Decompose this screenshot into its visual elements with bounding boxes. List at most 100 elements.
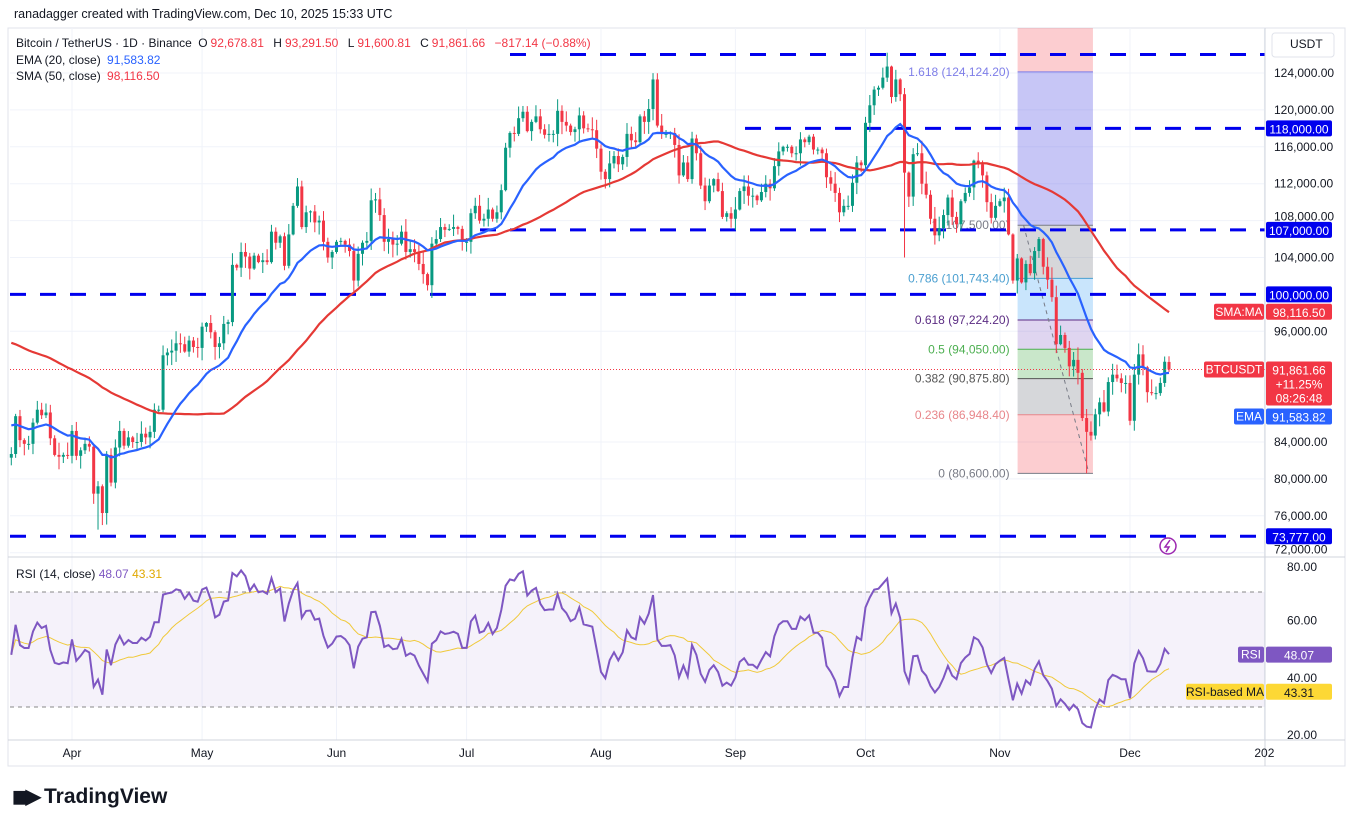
chart-credit: ranadagger created with TradingView.com,…: [14, 7, 393, 21]
rsi-ma-value-label-text: 43.31: [1284, 686, 1314, 700]
candle-body: [96, 486, 100, 494]
ema-legend-row[interactable]: EMA (20, close) 91,583.82: [16, 52, 594, 69]
horizontal-lines[interactable]: [10, 53, 1265, 538]
candle: [655, 73, 659, 128]
candle-body: [1080, 372, 1084, 419]
candle: [920, 140, 924, 195]
candle: [833, 172, 837, 202]
candle: [811, 133, 815, 155]
fib-level-label: 0 (80,600.00): [938, 466, 1009, 480]
candle-body: [842, 205, 846, 213]
candle-body: [14, 416, 18, 454]
candle-body: [478, 205, 482, 221]
candle-body: [525, 111, 529, 132]
candle: [321, 211, 325, 251]
candle-body: [655, 79, 659, 126]
candle-body: [1054, 297, 1058, 345]
rsi-ma-value-label: 43.31: [1266, 683, 1332, 700]
candle-body: [105, 454, 109, 514]
candle-body: [460, 228, 464, 242]
candle-body: [603, 171, 607, 180]
candle-body: [950, 197, 954, 217]
candle-body: [846, 205, 850, 207]
candle: [365, 232, 369, 250]
candle-body: [790, 146, 794, 154]
candle: [890, 65, 894, 104]
candle: [144, 427, 148, 445]
candle: [824, 148, 828, 188]
candle: [798, 132, 802, 166]
candle: [478, 194, 482, 224]
sma-line[interactable]: [10, 140, 1170, 416]
candle: [1093, 408, 1097, 440]
fib-level-label: 0.618 (97,224.20): [915, 313, 1010, 327]
candle-body: [439, 227, 443, 240]
candle-body: [417, 251, 421, 264]
candle: [317, 215, 321, 235]
price-tick-label: 80,000.00: [1274, 472, 1328, 486]
candle-body: [651, 79, 655, 109]
hline-price-label: 100,000.00: [1266, 286, 1332, 303]
time-tick-label: Jul: [459, 746, 474, 760]
candle: [972, 159, 976, 201]
candle: [846, 195, 850, 210]
candle: [1080, 369, 1084, 422]
sma-price-label-text: 98,116.50: [1273, 306, 1326, 320]
candle: [521, 105, 525, 122]
candle-body: [824, 153, 828, 178]
sma-legend-row[interactable]: SMA (50, close) 98,116.50: [16, 68, 594, 85]
candle-body: [196, 346, 200, 348]
time-tick-label: May: [191, 746, 214, 760]
candle: [447, 224, 451, 232]
hline-price-label-text: 100,000.00: [1269, 288, 1329, 302]
candle: [291, 202, 295, 236]
candle: [295, 178, 299, 208]
rsi-legend[interactable]: RSI (14, close) 48.07 43.31: [16, 567, 162, 581]
candle-body: [352, 251, 356, 281]
candle: [929, 190, 933, 225]
candle-body: [499, 190, 503, 213]
candle-body: [100, 486, 104, 514]
candle: [1011, 233, 1015, 284]
candle: [239, 242, 243, 277]
candle-body: [243, 251, 247, 257]
candle-body: [781, 146, 785, 152]
axes[interactable]: USDT 124,000.00 120,000.00 116,000.00 112,00…: [63, 32, 1335, 760]
rsi-line[interactable]: [10, 568, 1170, 729]
candle: [794, 146, 798, 161]
candle-body: [27, 443, 31, 445]
sma-value: 98,116.50: [107, 69, 160, 83]
candle: [100, 484, 104, 526]
candle: [989, 193, 993, 224]
fib-zone: [1017, 349, 1093, 379]
sma-tag-bg: [1214, 303, 1264, 320]
candle: [308, 210, 312, 223]
rsi-ma-line[interactable]: [10, 585, 1170, 708]
candle-body: [712, 179, 716, 186]
candle: [369, 188, 373, 250]
candle: [955, 211, 959, 233]
candle: [126, 431, 130, 448]
candle: [681, 155, 685, 177]
candle-body: [1128, 382, 1132, 421]
candle-body: [881, 77, 885, 88]
candle: [608, 150, 612, 188]
axis-labels: 118,000.00 107,000.00 100,000.00 73,777.00 9…: [1186, 120, 1332, 700]
candle-body: [200, 326, 204, 348]
ema-line[interactable]: [11, 122, 1170, 459]
currency-button[interactable]: [1271, 32, 1335, 58]
candle-body: [929, 194, 933, 219]
candle: [733, 197, 737, 231]
tradingview-logo[interactable]: ◼▶ TradingView: [12, 784, 167, 809]
candle: [139, 421, 143, 447]
candle-body: [664, 133, 668, 135]
symbol-name[interactable]: Bitcoin / TetherUS · 1D · Binance: [16, 36, 192, 50]
candle-body: [473, 205, 477, 214]
price-tick-label: 72,000.00: [1274, 543, 1328, 557]
hline-price-label-bg: [1266, 221, 1332, 238]
price-tick-label: 116,000.00: [1274, 140, 1333, 154]
position-risk-zone[interactable]: [1017, 28, 1093, 72]
alert-icon[interactable]: [1159, 537, 1177, 555]
candle: [850, 174, 854, 212]
